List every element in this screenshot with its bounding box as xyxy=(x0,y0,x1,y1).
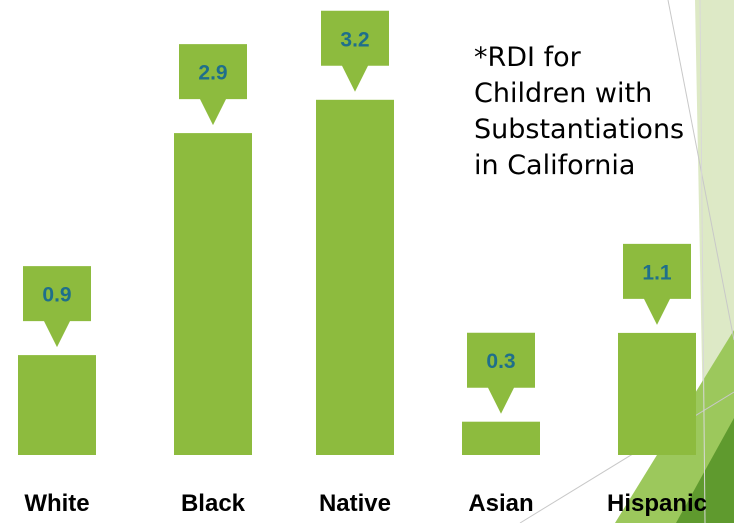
category-labels-group: White Black Native Asian Hispanic xyxy=(24,490,707,517)
bars-group xyxy=(18,99,696,456)
data-label-callouts-group: 0.9 2.9 3.2 0.3 1.1 xyxy=(23,10,691,414)
data-label-native: 3.2 xyxy=(340,28,369,51)
rdi-note-line-2: Children with xyxy=(474,78,653,109)
rdi-note-line-1: *RDI for xyxy=(474,42,581,73)
slide-background-decoration xyxy=(519,0,734,523)
category-label-native: Native xyxy=(319,490,391,517)
rdi-note-line-4: in California xyxy=(474,150,636,181)
data-label-white: 0.9 xyxy=(42,284,71,307)
decor-thin-line-2 xyxy=(519,391,734,523)
callout-hispanic xyxy=(623,243,691,325)
category-label-white: White xyxy=(24,490,89,517)
bar-asian xyxy=(462,421,540,455)
category-label-hispanic: Hispanic xyxy=(607,490,707,517)
callout-native xyxy=(321,10,389,92)
decor-thin-line-1 xyxy=(667,0,734,341)
bar-black xyxy=(174,133,252,455)
rdi-note-line-3: Substantiations xyxy=(474,114,685,145)
rdi-note: *RDI for Children with Substantiations i… xyxy=(474,40,734,184)
category-label-asian: Asian xyxy=(468,490,533,517)
data-label-black: 2.9 xyxy=(198,62,227,85)
callout-asian xyxy=(467,332,535,414)
bar-hispanic xyxy=(618,332,696,455)
decor-thin-line-3 xyxy=(699,0,706,523)
callout-black xyxy=(179,44,247,126)
bar-white xyxy=(18,355,96,455)
bar-native xyxy=(316,99,394,456)
data-label-hispanic: 1.1 xyxy=(642,261,672,284)
category-label-black: Black xyxy=(181,490,246,517)
decor-dark-triangle xyxy=(676,418,734,523)
callout-white xyxy=(23,266,91,348)
data-label-asian: 0.3 xyxy=(486,350,515,373)
